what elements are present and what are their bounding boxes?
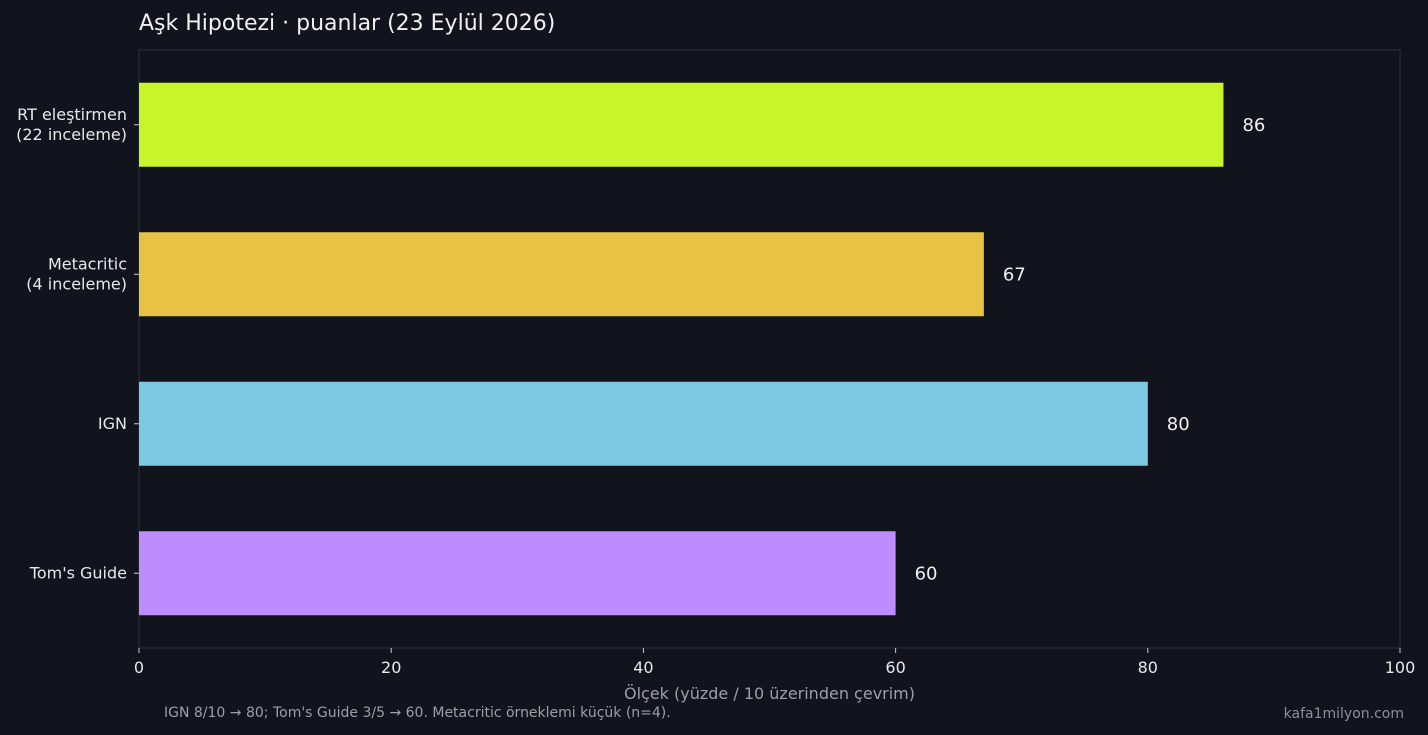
y-tick-label: Tom's Guide: [29, 563, 127, 582]
data-label: 80: [1167, 414, 1190, 435]
y-tick-label: IGN: [98, 414, 127, 433]
x-tick-label: 60: [885, 658, 905, 677]
bar: [139, 232, 984, 317]
x-tick-label: 0: [134, 658, 144, 677]
bar: [139, 531, 896, 616]
y-tick-label: (4 inceleme): [26, 274, 127, 293]
data-label: 86: [1242, 115, 1265, 136]
data-label: 60: [915, 563, 938, 584]
x-axis-label: Ölçek (yüzde / 10 üzerinden çevrim): [624, 684, 915, 703]
bar: [139, 381, 1148, 466]
data-label: 67: [1003, 264, 1026, 285]
y-tick-label: RT eleştirmen: [17, 105, 127, 124]
chart-title: Aşk Hipotezi · puanlar (23 Eylül 2026): [139, 11, 555, 36]
site-credit: kafa1milyon.com: [1283, 706, 1404, 722]
x-tick-label: 40: [633, 658, 653, 677]
bars-layer: 86 67 80 60: [139, 82, 1265, 616]
footnote: IGN 8/10 → 80; Tom's Guide 3/5 → 60. Met…: [164, 705, 671, 721]
x-tick-label: 80: [1138, 658, 1158, 677]
y-tick-label: Metacritic: [48, 254, 127, 273]
x-tick-labels: 0 20 40 60 80 100: [134, 648, 1415, 677]
y-tick-label: (22 inceleme): [16, 125, 127, 144]
x-tick-label: 20: [381, 658, 401, 677]
bar: [139, 82, 1224, 167]
plot-frame: [138, 49, 1401, 649]
x-tick-label: 100: [1385, 658, 1416, 677]
y-tick-labels: RT eleştirmen(22 inceleme) Metacritic(4 i…: [16, 105, 139, 582]
